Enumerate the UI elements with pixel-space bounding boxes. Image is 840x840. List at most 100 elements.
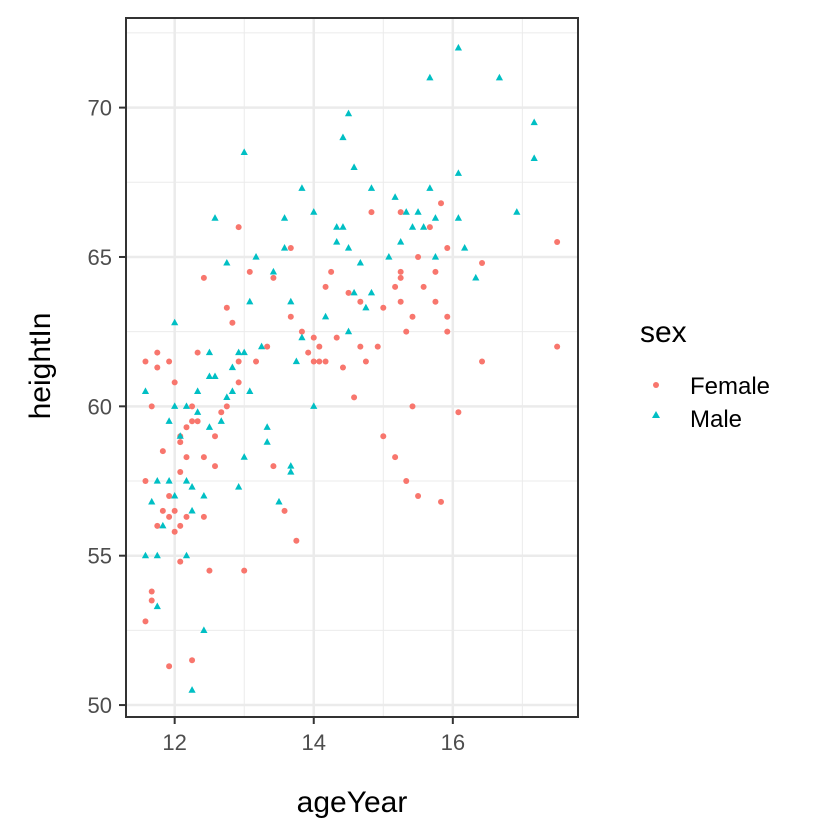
point-female	[392, 454, 399, 461]
point-male	[223, 393, 231, 400]
point-female	[200, 274, 207, 281]
point-male	[292, 357, 300, 365]
point-male	[205, 423, 214, 430]
point-male	[280, 244, 289, 251]
point-female	[409, 403, 416, 410]
panel-border	[125, 17, 579, 718]
point-female	[200, 513, 207, 520]
point-male	[298, 184, 306, 191]
x-tick-label: 14	[302, 730, 326, 755]
point-male	[287, 468, 295, 475]
point-male	[269, 267, 278, 275]
point-female	[415, 253, 422, 260]
point-female	[403, 478, 410, 485]
point-male	[344, 244, 353, 251]
point-female	[264, 343, 271, 350]
point-female	[241, 567, 248, 574]
legend-item-female: Female	[653, 373, 770, 400]
point-female	[444, 245, 451, 252]
point-male	[339, 133, 347, 141]
point-male	[240, 148, 248, 156]
point-female	[357, 298, 364, 305]
point-female	[177, 558, 184, 565]
point-male	[385, 252, 393, 260]
point-female	[159, 507, 166, 514]
point-female	[148, 597, 155, 604]
point-male	[194, 408, 202, 415]
point-female	[212, 463, 219, 470]
point-male	[194, 387, 202, 394]
point-female	[328, 268, 335, 275]
point-male	[205, 372, 214, 380]
point-female	[171, 379, 178, 386]
point-female	[444, 328, 451, 335]
point-male	[287, 297, 295, 305]
point-female	[235, 379, 242, 386]
point-female	[166, 663, 173, 670]
point-male	[171, 491, 179, 499]
point-female	[316, 343, 323, 350]
point-male	[426, 184, 434, 191]
point-female	[223, 304, 230, 311]
point-female	[322, 358, 329, 365]
point-female	[166, 358, 173, 365]
point-female	[403, 328, 410, 335]
legend-key-male-triangle	[652, 411, 660, 418]
x-tick-label: 16	[441, 730, 465, 755]
point-female	[287, 245, 294, 252]
point-female	[159, 448, 166, 455]
x-tick-label: 12	[162, 730, 186, 755]
point-female	[455, 409, 462, 416]
point-male	[454, 214, 462, 221]
point-female	[432, 298, 439, 305]
y-axis-title: heightIn	[24, 313, 57, 420]
point-female	[166, 513, 173, 520]
point-male	[298, 333, 306, 341]
point-female	[177, 469, 184, 476]
point-female	[142, 618, 149, 625]
point-female	[479, 358, 486, 365]
major-gridlines	[126, 18, 578, 717]
point-male	[188, 686, 196, 693]
point-male	[159, 521, 167, 529]
point-male	[165, 477, 173, 484]
point-female	[298, 328, 305, 335]
point-female	[142, 478, 149, 485]
point-male	[310, 208, 318, 215]
point-male	[530, 118, 538, 126]
point-female	[206, 567, 213, 574]
point-female	[166, 492, 173, 499]
point-male	[205, 348, 214, 356]
point-female	[397, 274, 404, 281]
point-female	[345, 289, 352, 296]
point-male	[362, 303, 370, 311]
point-female	[246, 268, 253, 275]
point-female	[200, 454, 207, 461]
point-female	[316, 358, 323, 365]
y-tick-label: 50	[88, 693, 112, 718]
point-female	[154, 522, 161, 529]
point-male	[165, 417, 173, 424]
point-male	[246, 387, 254, 394]
point-male	[367, 184, 376, 191]
point-male	[200, 491, 208, 499]
point-female	[183, 513, 190, 520]
point-female	[293, 537, 300, 544]
legend-title: sex	[640, 316, 687, 349]
point-male	[182, 477, 191, 484]
point-female	[368, 209, 375, 216]
point-male	[367, 288, 376, 296]
point-male	[176, 432, 184, 439]
point-male	[402, 208, 410, 215]
point-female	[426, 224, 433, 231]
point-male	[495, 73, 504, 81]
point-female	[397, 298, 404, 305]
legend-label-male: Male	[690, 406, 742, 433]
point-male	[235, 482, 243, 490]
point-male	[420, 223, 428, 230]
point-male	[321, 312, 330, 320]
point-female	[420, 283, 427, 290]
legend: sex Female Male	[640, 316, 770, 433]
point-female	[310, 334, 317, 341]
point-female	[229, 319, 236, 326]
